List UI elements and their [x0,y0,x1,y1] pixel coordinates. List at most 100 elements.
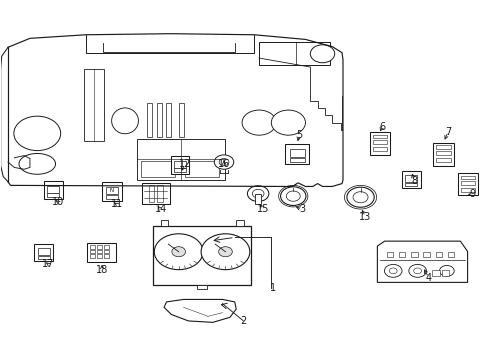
Bar [386,252,392,257]
Polygon shape [377,241,467,282]
Circle shape [218,247,232,257]
Bar [423,252,429,257]
Circle shape [242,110,276,135]
Bar [47,186,59,193]
Circle shape [285,191,300,201]
Bar [447,252,453,257]
Circle shape [252,189,264,198]
Bar [460,188,474,192]
Polygon shape [163,300,236,322]
Circle shape [346,187,373,207]
Bar [47,193,59,197]
Text: 15: 15 [256,204,269,215]
Circle shape [201,234,249,270]
Bar [157,185,163,202]
Bar [141,161,175,177]
Bar [435,158,449,162]
Text: 1: 1 [269,283,275,293]
Bar [90,254,95,258]
Ellipse shape [111,108,138,134]
Text: 16: 16 [218,159,230,169]
Text: 2: 2 [240,316,246,325]
Text: N: N [110,188,114,193]
Text: 13: 13 [359,212,371,221]
Bar [372,147,386,151]
Text: 17: 17 [42,259,55,269]
Circle shape [14,116,61,150]
Bar [97,246,102,249]
Text: 9: 9 [468,189,475,199]
Circle shape [439,265,453,276]
Text: 10: 10 [52,197,64,207]
Text: 14: 14 [154,204,166,215]
Bar [157,103,161,137]
Bar [435,145,449,149]
Text: 3: 3 [298,204,305,215]
Bar [153,226,250,285]
Bar [197,285,206,289]
Bar [289,158,304,162]
Text: 11: 11 [110,199,122,210]
Bar [87,243,116,262]
Bar [398,252,405,257]
Bar [147,103,152,137]
Bar [160,220,167,226]
Bar [90,250,95,253]
Circle shape [171,247,185,257]
Circle shape [214,155,233,169]
Bar [432,143,453,166]
Circle shape [413,268,421,274]
Bar [369,132,389,155]
Bar [170,156,189,174]
Bar [148,185,154,202]
Bar [38,248,49,255]
Circle shape [247,186,268,202]
Bar [435,151,449,155]
Text: 5: 5 [295,130,302,140]
Bar [289,149,304,157]
Text: 4: 4 [425,273,431,283]
Circle shape [352,192,367,203]
Bar [372,140,386,144]
Bar [401,171,420,188]
Circle shape [408,264,426,277]
Circle shape [271,110,305,135]
Bar [405,183,416,186]
Bar [405,175,416,182]
Bar [90,246,95,249]
Bar [457,173,477,195]
Text: 6: 6 [378,122,384,132]
Bar [97,250,102,253]
Text: 8: 8 [410,176,416,186]
Bar [285,144,308,164]
Circle shape [154,234,203,270]
Bar [435,252,441,257]
Bar [174,161,186,167]
Bar [410,252,417,257]
Bar [372,135,386,138]
Bar [236,220,243,226]
Bar [259,42,329,65]
Bar [105,195,118,199]
Bar [38,256,49,259]
Bar [34,244,53,261]
Circle shape [280,187,305,206]
Bar [460,176,474,179]
Text: 7: 7 [444,127,450,136]
Bar [174,168,186,172]
Circle shape [219,158,228,166]
Bar [97,254,102,258]
Bar [178,103,183,137]
Bar [102,182,122,201]
Bar [104,250,109,253]
Ellipse shape [19,153,56,174]
Bar [255,194,261,204]
Bar [166,103,171,137]
Circle shape [310,45,334,63]
Bar [460,181,474,185]
Bar [105,187,118,194]
Bar [441,270,448,276]
Bar [83,69,104,140]
Circle shape [388,268,396,274]
Bar [104,254,109,258]
